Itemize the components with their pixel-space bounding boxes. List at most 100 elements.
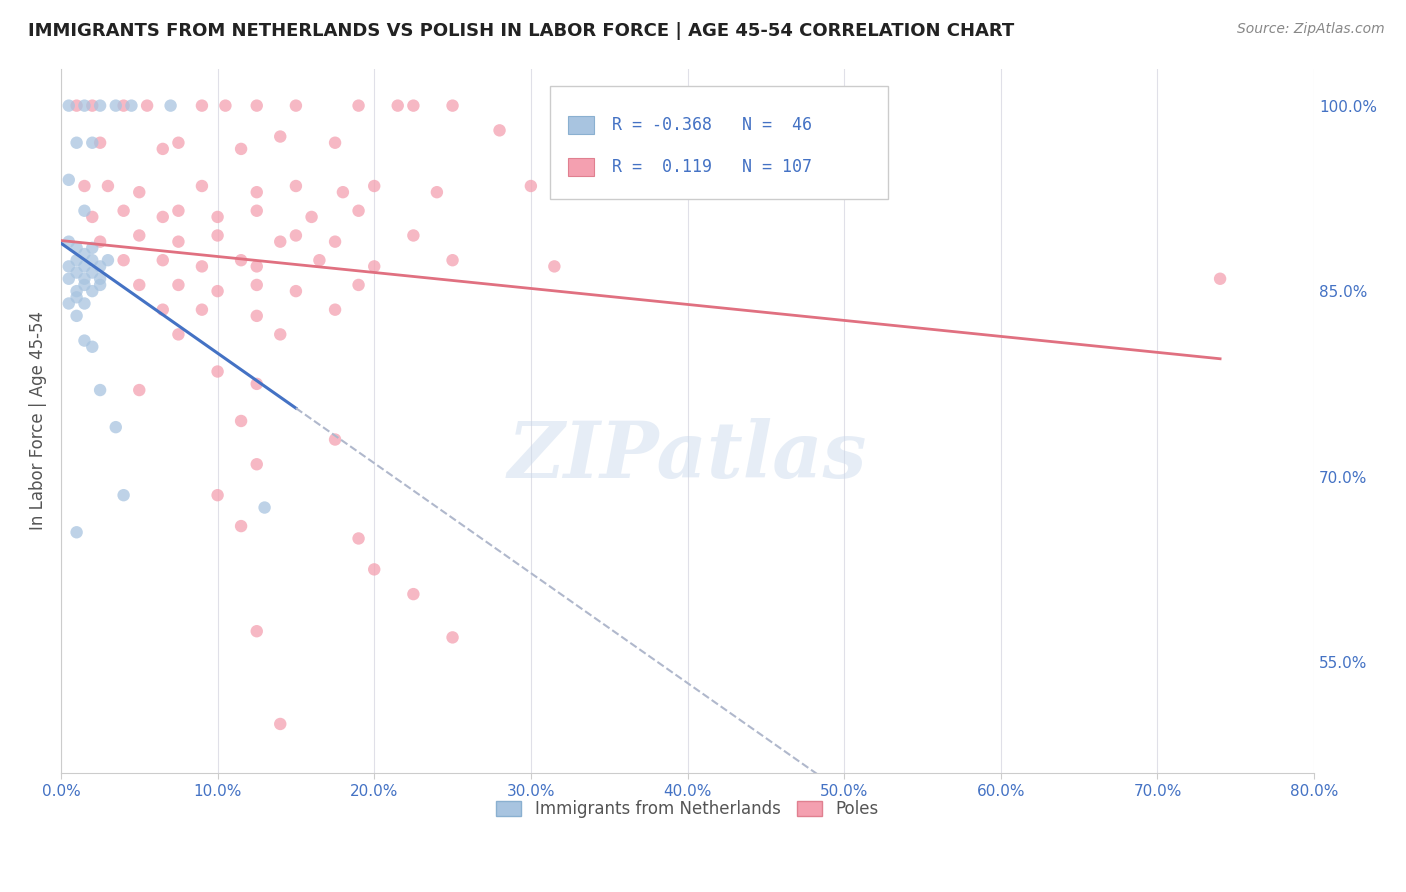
Point — [246, 203, 269, 218]
Point — [402, 98, 425, 112]
Point — [89, 235, 111, 249]
Point — [112, 253, 135, 268]
Point — [89, 98, 111, 112]
Point — [58, 235, 80, 249]
Legend: Immigrants from Netherlands, Poles: Immigrants from Netherlands, Poles — [489, 794, 886, 825]
Point — [73, 296, 96, 310]
Point — [128, 383, 150, 397]
Point — [488, 123, 510, 137]
Point — [191, 302, 214, 317]
Point — [246, 624, 269, 639]
Point — [246, 185, 269, 199]
Point — [284, 98, 307, 112]
Point — [402, 228, 425, 243]
Point — [246, 260, 269, 274]
Point — [65, 525, 87, 540]
Point — [89, 260, 111, 274]
Point — [112, 98, 135, 112]
Point — [284, 179, 307, 194]
Point — [104, 98, 127, 112]
Point — [82, 241, 104, 255]
Point — [167, 327, 190, 342]
Point — [347, 203, 370, 218]
Point — [520, 179, 543, 194]
Point — [89, 136, 111, 150]
Point — [82, 98, 104, 112]
Point — [73, 203, 96, 218]
Point — [58, 296, 80, 310]
Point — [73, 247, 96, 261]
Point — [246, 309, 269, 323]
Point — [58, 260, 80, 274]
Point — [363, 260, 385, 274]
Point — [73, 98, 96, 112]
Point — [82, 253, 104, 268]
Text: ZIPatlas: ZIPatlas — [508, 418, 868, 494]
Point — [323, 302, 346, 317]
Point — [347, 98, 370, 112]
Point — [323, 235, 346, 249]
Point — [104, 420, 127, 434]
Text: R = -0.368   N =  46: R = -0.368 N = 46 — [613, 116, 813, 134]
Point — [65, 136, 87, 150]
Point — [112, 203, 135, 218]
Point — [308, 253, 330, 268]
Point — [73, 260, 96, 274]
FancyBboxPatch shape — [568, 116, 593, 134]
Point — [269, 235, 291, 249]
Point — [58, 98, 80, 112]
Point — [363, 562, 385, 576]
Point — [82, 210, 104, 224]
FancyBboxPatch shape — [568, 159, 593, 176]
Point — [65, 98, 87, 112]
Point — [269, 129, 291, 144]
Point — [347, 277, 370, 292]
Point — [136, 98, 159, 112]
Point — [73, 179, 96, 194]
Point — [323, 136, 346, 150]
Point — [167, 203, 190, 218]
Point — [82, 340, 104, 354]
Point — [284, 284, 307, 298]
Point — [229, 253, 252, 268]
Text: R =  0.119   N = 107: R = 0.119 N = 107 — [613, 158, 813, 177]
Point — [73, 272, 96, 286]
Point — [89, 277, 111, 292]
Point — [207, 488, 229, 502]
Point — [229, 414, 252, 428]
Point — [207, 210, 229, 224]
Point — [73, 334, 96, 348]
Point — [159, 98, 181, 112]
Point — [191, 179, 214, 194]
Point — [65, 241, 87, 255]
Point — [89, 383, 111, 397]
Y-axis label: In Labor Force | Age 45-54: In Labor Force | Age 45-54 — [30, 311, 46, 531]
Point — [152, 302, 174, 317]
Point — [246, 277, 269, 292]
Point — [246, 98, 269, 112]
Point — [65, 284, 87, 298]
Point — [167, 277, 190, 292]
Point — [58, 173, 80, 187]
Point — [58, 272, 80, 286]
Point — [152, 253, 174, 268]
Point — [73, 277, 96, 292]
Point — [128, 185, 150, 199]
Point — [128, 228, 150, 243]
Point — [323, 433, 346, 447]
Point — [207, 284, 229, 298]
Point — [387, 98, 409, 112]
Point — [152, 142, 174, 156]
Point — [363, 179, 385, 194]
Point — [214, 98, 236, 112]
Point — [191, 260, 214, 274]
Point — [65, 253, 87, 268]
Point — [128, 277, 150, 292]
Point — [426, 185, 449, 199]
Point — [112, 488, 135, 502]
Point — [82, 266, 104, 280]
Point — [82, 136, 104, 150]
Point — [229, 519, 252, 533]
Point — [167, 136, 190, 150]
Point — [543, 260, 565, 274]
